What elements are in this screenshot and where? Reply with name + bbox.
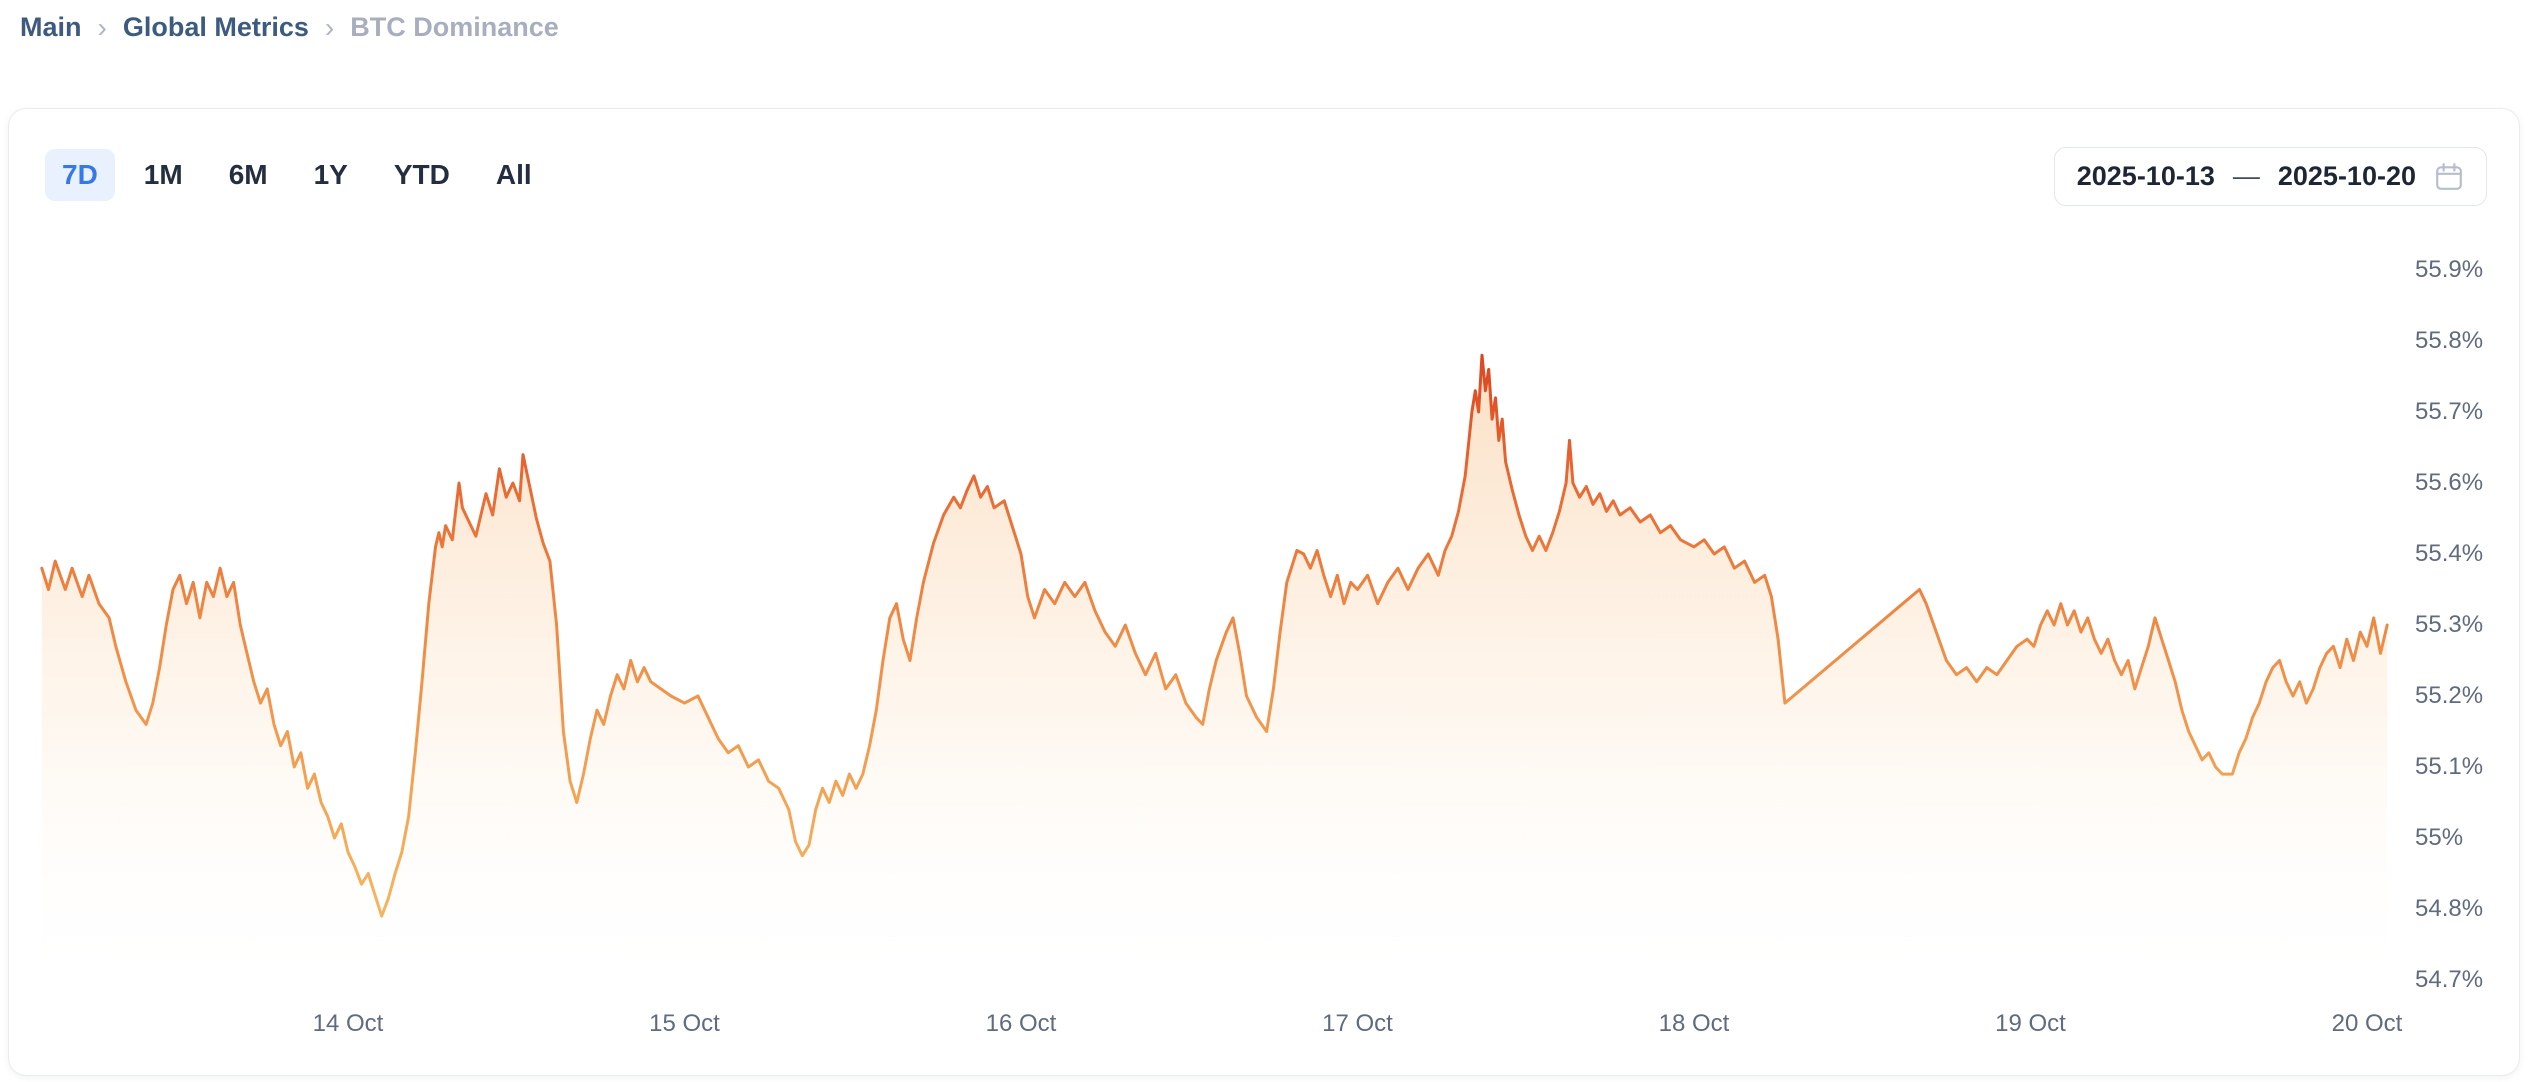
y-axis-label: 55.4% (2415, 540, 2484, 567)
breadcrumb: Main › Global Metrics › BTC Dominance (0, 0, 2528, 43)
date-range-end: 2025-10-20 (2277, 161, 2416, 191)
chart-card: 7D 1M 6M 1Y YTD All 2025-10-13 — 2025-10… (8, 108, 2520, 1076)
y-axis-label: 55% (2415, 824, 2464, 851)
calendar-icon (2434, 162, 2464, 192)
chart-area (41, 355, 2388, 999)
y-axis-label: 55.7% (2415, 398, 2484, 425)
date-range-picker[interactable]: 2025-10-13 — 2025-10-20 (2053, 147, 2487, 206)
y-axis-label: 55.1% (2415, 753, 2484, 780)
range-button-1m[interactable]: 1M (127, 149, 200, 201)
range-button-7d[interactable]: 7D (45, 149, 115, 201)
chevron-right-icon: › (324, 11, 335, 43)
breadcrumb-link-main[interactable]: Main (20, 12, 82, 42)
y-axis-label: 55.8% (2415, 327, 2484, 354)
x-axis-label: 16 Oct (985, 1010, 1057, 1037)
range-selector: 7D 1M 6M 1Y YTD All (45, 149, 549, 201)
y-axis-label: 55.9% (2415, 256, 2484, 283)
y-axis-label: 54.8% (2415, 895, 2484, 922)
y-axis-label: 55.2% (2415, 682, 2484, 709)
dominance-chart[interactable] (9, 239, 2409, 1019)
x-axis-label: 18 Oct (1658, 1010, 1730, 1037)
x-axis-label: 15 Oct (649, 1010, 720, 1037)
breadcrumb-current-page: BTC Dominance (350, 12, 559, 42)
date-range-separator: — (2232, 161, 2260, 191)
y-axis-label: 54.7% (2415, 966, 2484, 993)
breadcrumb-link-global-metrics[interactable]: Global Metrics (122, 12, 309, 42)
range-button-ytd[interactable]: YTD (377, 149, 467, 201)
x-axis-label: 17 Oct (1322, 1010, 1393, 1037)
range-button-6m[interactable]: 6M (212, 149, 285, 201)
chevron-right-icon: › (97, 11, 107, 43)
y-axis-label: 55.6% (2415, 469, 2484, 496)
chart-line (40, 353, 2389, 918)
date-range-start: 2025-10-13 (2076, 161, 2215, 191)
x-axis-label: 20 Oct (2331, 1010, 2403, 1037)
x-axis-label: 19 Oct (1995, 1010, 2066, 1037)
range-button-1y[interactable]: 1Y (297, 149, 365, 201)
y-axis-label: 55.3% (2415, 611, 2484, 638)
range-button-all[interactable]: All (479, 149, 549, 201)
x-axis-label: 14 Oct (312, 1010, 384, 1037)
